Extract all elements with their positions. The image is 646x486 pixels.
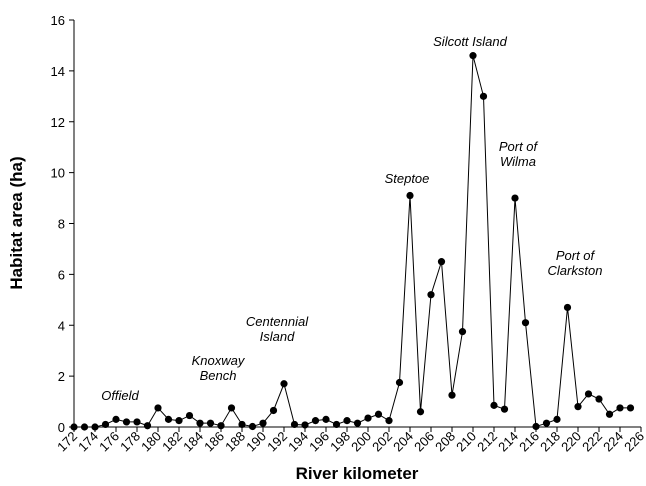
y-tick-label: 10 — [51, 166, 65, 181]
data-point — [626, 404, 635, 412]
annotation: Port of — [499, 139, 539, 154]
data-point — [364, 414, 372, 422]
data-point — [553, 415, 561, 423]
data-point — [91, 423, 99, 431]
data-point — [448, 391, 456, 399]
y-axis-label: Habitat area (ha) — [7, 156, 26, 289]
x-tick-label: 226 — [621, 429, 646, 455]
annotation: Bench — [200, 368, 237, 383]
y-tick-label: 0 — [58, 420, 65, 435]
data-point — [301, 421, 309, 429]
data-line — [74, 55, 631, 428]
annotation: Clarkston — [548, 263, 603, 278]
data-point — [311, 417, 320, 425]
x-axis-label: River kilometer — [296, 464, 419, 483]
annotation: Wilma — [500, 154, 536, 169]
data-point — [395, 378, 404, 387]
data-point — [280, 380, 288, 388]
data-point — [70, 423, 78, 431]
data-point — [80, 423, 89, 431]
annotation: Island — [260, 329, 295, 344]
data-point — [616, 404, 624, 412]
data-point — [238, 420, 246, 429]
data-point — [500, 405, 509, 413]
data-point — [406, 191, 414, 200]
data-point — [248, 422, 257, 431]
data-point — [322, 415, 330, 423]
data-point — [521, 319, 530, 327]
data-point — [332, 420, 341, 429]
data-point — [469, 52, 477, 60]
y-tick-label: 8 — [58, 217, 65, 232]
annotation: Steptoe — [385, 171, 430, 186]
data-point — [175, 417, 183, 425]
data-point — [374, 410, 383, 418]
data-point — [584, 390, 593, 398]
data-point — [416, 408, 425, 416]
data-point — [269, 406, 278, 415]
data-point — [353, 419, 362, 427]
data-point — [122, 418, 131, 426]
data-point — [490, 401, 498, 409]
data-point — [605, 410, 614, 418]
data-point — [217, 422, 225, 430]
data-point — [290, 420, 299, 429]
data-point — [479, 92, 488, 100]
annotation: Centennial — [246, 314, 309, 329]
annotation: Offield — [101, 388, 139, 403]
data-point — [385, 417, 393, 425]
data-point — [206, 419, 215, 427]
y-tick-label: 4 — [58, 318, 65, 333]
data-point — [259, 419, 267, 427]
data-point — [196, 419, 204, 427]
data-point — [532, 422, 540, 431]
data-point — [437, 258, 446, 266]
data-point — [542, 419, 551, 427]
data-point — [511, 194, 519, 202]
annotation: Knoxway — [192, 353, 246, 368]
data-point — [595, 395, 603, 403]
data-point — [185, 411, 194, 420]
y-tick-label: 6 — [58, 267, 65, 282]
y-tick-label: 12 — [51, 115, 65, 130]
data-point — [458, 328, 467, 336]
data-point — [574, 403, 582, 411]
y-tick-label: 16 — [51, 13, 65, 28]
data-point — [154, 404, 162, 412]
annotation: Silcott Island — [433, 34, 507, 49]
data-point — [343, 417, 351, 425]
annotation: Port of — [556, 248, 596, 263]
y-tick-label: 14 — [51, 64, 65, 79]
data-point — [133, 418, 141, 426]
data-point — [227, 404, 236, 412]
data-point — [563, 303, 572, 312]
data-point — [112, 415, 120, 423]
data-point — [164, 415, 173, 423]
y-tick-label: 2 — [58, 369, 65, 384]
data-point — [143, 422, 152, 430]
data-point — [101, 420, 110, 429]
data-point — [427, 291, 435, 299]
